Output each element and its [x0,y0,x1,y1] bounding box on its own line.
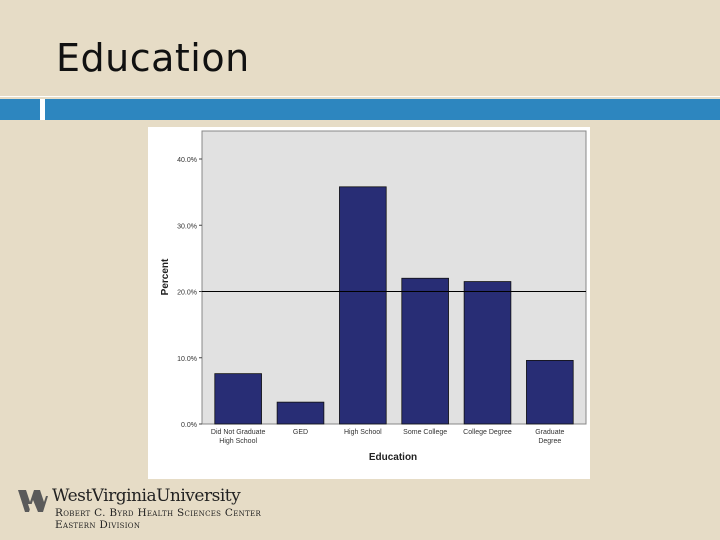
accent-bar-separator [40,99,45,120]
y-axis-title: Percent [160,258,171,295]
y-tick-label: 30.0% [177,223,197,230]
logo-center-text: Robert C. Byrd Health Sciences Center [55,507,262,519]
title-rule [0,96,720,97]
logo-university-name: WestVirginiaUniversity [52,486,241,506]
logo-division-text: Eastern Division [55,519,141,531]
y-tick-label: 40.0% [177,157,197,164]
x-tick-label: College Degree [463,429,512,436]
wv-flying-wv-icon [18,490,48,512]
x-tick-label: Some College [403,429,447,436]
slide-title: Education [56,36,250,80]
y-axis: 0.0% 10.0% 20.0% 30.0% 40.0% [177,157,202,429]
bar [463,281,512,425]
x-tick-label: Graduate [535,429,564,436]
wvu-logo: WestVirginiaUniversity Robert C. Byrd He… [18,486,262,531]
y-tick-label: 0.0% [181,422,197,429]
x-axis: Did Not Graduate High School GED High Schoo… [211,429,565,445]
x-axis-title: Education [369,452,417,463]
x-tick-label: High School [344,429,382,436]
chart-frame: Percent Education 0.0% 10.0% 20.0% 30.0% 40.… [148,127,590,479]
bar [214,373,262,425]
bar-chart: Percent Education 0.0% 10.0% 20.0% 30.0% 40.… [160,130,587,463]
accent-bar-left [0,99,40,120]
logo-division-name: Eastern Division [55,519,140,531]
bar [276,401,325,425]
accent-bar-right [45,99,720,120]
plot-area [201,130,587,425]
x-tick-label: GED [293,429,308,436]
bar [339,186,387,425]
y-tick-label: 10.0% [177,356,197,363]
logo-center-name: Robert C. Byrd Health Sciences Center [55,507,261,519]
x-tick-label: Degree [538,438,561,445]
y-tick-label: 20.0% [177,290,197,297]
bars-group [214,186,574,425]
x-tick-label: High School [219,438,257,445]
x-tick-label: Did Not Graduate [211,429,266,436]
bar [401,277,449,425]
bar [526,359,574,425]
